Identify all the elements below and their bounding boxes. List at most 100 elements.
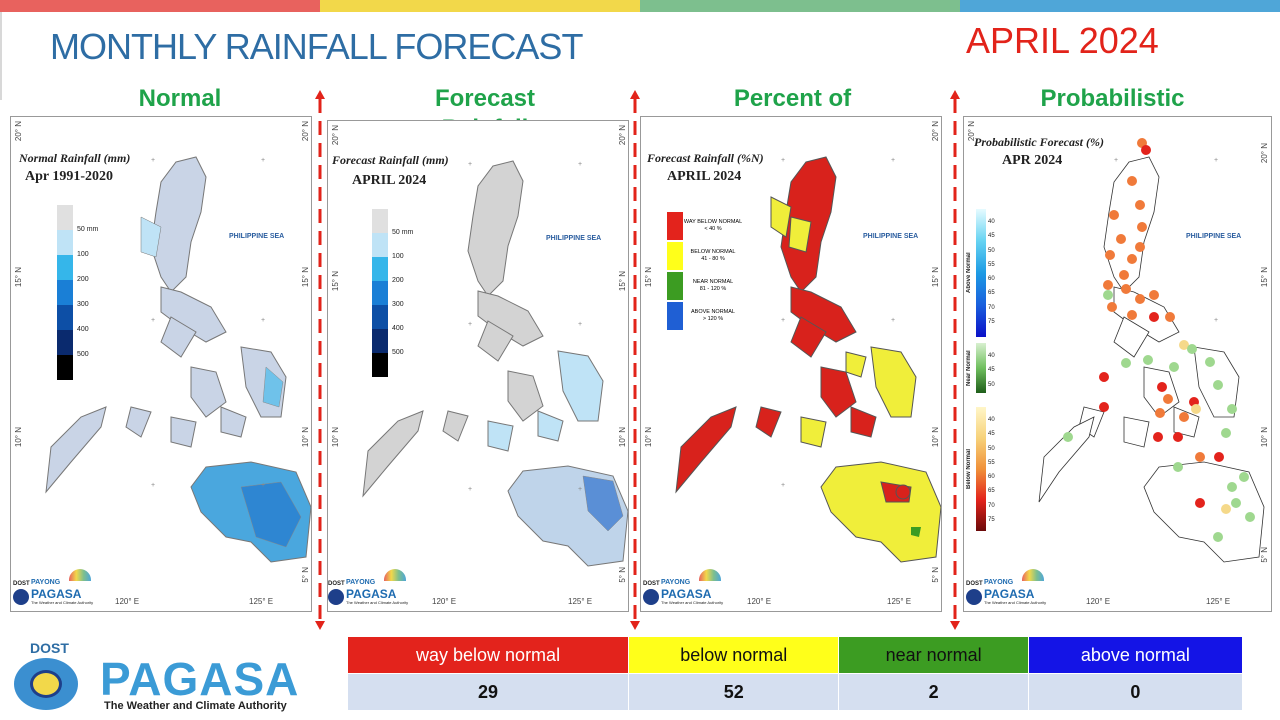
- legend-label: ABOVE NORMAL: [690, 309, 735, 315]
- panel-title-normal: Normal: [138, 85, 222, 112]
- map-subtitle: APRIL 2024: [352, 173, 427, 188]
- legend-range: < 40 %: [704, 226, 722, 232]
- legend-label: 40: [988, 219, 995, 225]
- svg-text:+: +: [261, 317, 265, 324]
- svg-text:+: +: [261, 482, 265, 489]
- legend-label: 55: [988, 459, 995, 466]
- legend-swatch: [372, 233, 388, 257]
- logo-tagline: The Weather and Climate Authority: [984, 600, 1047, 605]
- lat-label: 5° N: [618, 567, 627, 583]
- panel-title-percent: Percent of: [733, 85, 852, 112]
- legend-label: 40: [988, 353, 995, 359]
- svg-text:+: +: [781, 317, 785, 324]
- logo-pagasa-text: PAGASA: [31, 587, 82, 601]
- summary-table: way below normal below normal near norma…: [346, 636, 1244, 711]
- prob-legend-near-bar: [976, 343, 986, 393]
- logo-pagasa-text: PAGASA: [984, 587, 1035, 601]
- map-legend-title: Forecast Rainfall (%N): [647, 151, 764, 165]
- logo-dost-text: DOST: [13, 581, 30, 587]
- legend-label: 200: [77, 276, 89, 283]
- top-color-bar: [0, 0, 1280, 12]
- pagasa-emblem-icon: [328, 589, 344, 605]
- philippines-map-normal: + + + + + +: [45, 156, 311, 563]
- legend-label: 400: [77, 326, 89, 333]
- svg-text:+: +: [1114, 157, 1118, 164]
- footer-tagline: The Weather and Climate Authority: [104, 700, 287, 712]
- lon-label: 120° E: [432, 597, 457, 606]
- lat-label: 20° N: [331, 125, 340, 146]
- lat-label: 20° N: [1260, 143, 1269, 164]
- legend-label: 65: [988, 488, 995, 495]
- lat-label: 5° N: [1260, 547, 1269, 563]
- logo-tagline: The Weather and Climate Authority: [661, 600, 724, 605]
- payong-pagasa-logo: DOST PAYONG PAGASA The Weather and Clima…: [328, 565, 418, 607]
- philippines-map-probabilistic: + + +: [1038, 138, 1265, 563]
- lat-label: 10° N: [618, 427, 627, 448]
- legend-swatch: [372, 281, 388, 305]
- svg-text:+: +: [151, 157, 155, 164]
- legend-swatch: [372, 209, 388, 233]
- legend-label: 60: [988, 276, 995, 283]
- legend-swatch: [372, 257, 388, 281]
- svg-text:+: +: [578, 486, 582, 493]
- logo-payong-text: PAYONG: [661, 579, 691, 586]
- normal-rainfall-map: + + + + + + Normal Rainfall (mm) Apr 1991-2…: [10, 116, 312, 612]
- legend-swatch: [57, 205, 73, 230]
- legend-label: 200: [392, 277, 404, 284]
- summary-values-row: 29 52 2 0: [346, 673, 1244, 711]
- rainfall-legend-swatches: [372, 209, 388, 377]
- svg-text:+: +: [1214, 317, 1218, 324]
- lat-label: 10° N: [1260, 427, 1269, 448]
- summary-header-near: near normal: [838, 636, 1029, 674]
- legend-range: 81 - 120 %: [699, 286, 727, 292]
- svg-text:+: +: [891, 317, 895, 324]
- percent-legend-item: BELOW NORMAL 41 - 80 %: [667, 241, 747, 271]
- legend-label: 50: [988, 381, 995, 388]
- lat-label: 5° N: [301, 567, 310, 583]
- prob-legend-below-values: 40 45 50 55 60 65 70 75: [988, 413, 995, 527]
- legend-label: 400: [392, 325, 404, 332]
- lat-label: 15° N: [14, 267, 23, 288]
- legend-swatch: [57, 330, 73, 355]
- lon-label: 120° E: [1086, 597, 1111, 606]
- prob-legend-group-name: Above Normal: [966, 252, 972, 294]
- legend-label: 60: [988, 474, 995, 481]
- logo-dost-text: DOST: [966, 581, 983, 587]
- panel-title-probabilistic: Probabilistic: [1040, 85, 1185, 112]
- map-legend-title: Normal Rainfall (mm): [19, 151, 131, 165]
- legend-label: 50 mm: [77, 226, 99, 233]
- top-bar-segment: [960, 0, 1280, 12]
- top-bar-segment: [320, 0, 640, 12]
- summary-value-near: 2: [838, 673, 1029, 711]
- svg-text:+: +: [578, 321, 582, 328]
- legend-swatch: [57, 255, 73, 280]
- lat-label: 10° N: [301, 427, 310, 448]
- footer-pagasa-name: PAGASA: [100, 653, 300, 705]
- sea-label: PHILIPPINE SEA: [546, 235, 602, 242]
- payong-pagasa-logo: DOST PAYONG PAGASA The Weather and Clima…: [13, 565, 103, 607]
- prob-legend-above-bar: [976, 209, 986, 337]
- logo-payong-text: PAYONG: [984, 579, 1014, 586]
- forecast-month: APRIL 2024: [966, 20, 1159, 61]
- top-bar-segment: [0, 0, 320, 12]
- lat-label: 10° N: [14, 427, 23, 448]
- sea-label: PHILIPPINE SEA: [863, 233, 919, 240]
- legend-label: 45: [988, 431, 995, 438]
- lat-label: 10° N: [644, 427, 653, 448]
- percent-legend-item: ABOVE NORMAL > 120 %: [667, 301, 747, 331]
- svg-text:+: +: [578, 161, 582, 168]
- legend-label: 55: [988, 261, 995, 268]
- svg-text:+: +: [151, 482, 155, 489]
- legend-swatch: [57, 230, 73, 255]
- svg-text:+: +: [468, 161, 472, 168]
- prob-legend-above-values: 40 45 50 55 60 65 70 75: [988, 215, 995, 329]
- legend-range: 41 - 80 %: [701, 256, 725, 262]
- summary-value-above: 0: [1027, 673, 1244, 711]
- lat-label: 20° N: [967, 121, 976, 142]
- top-bar-segment: [640, 0, 960, 12]
- logo-payong-text: PAYONG: [346, 579, 376, 586]
- percent-legend-item: NEAR NORMAL 81 - 120 %: [667, 271, 747, 301]
- legend-label: 500: [392, 349, 404, 356]
- lon-label: 125° E: [1206, 597, 1231, 606]
- legend-swatch: [372, 353, 388, 377]
